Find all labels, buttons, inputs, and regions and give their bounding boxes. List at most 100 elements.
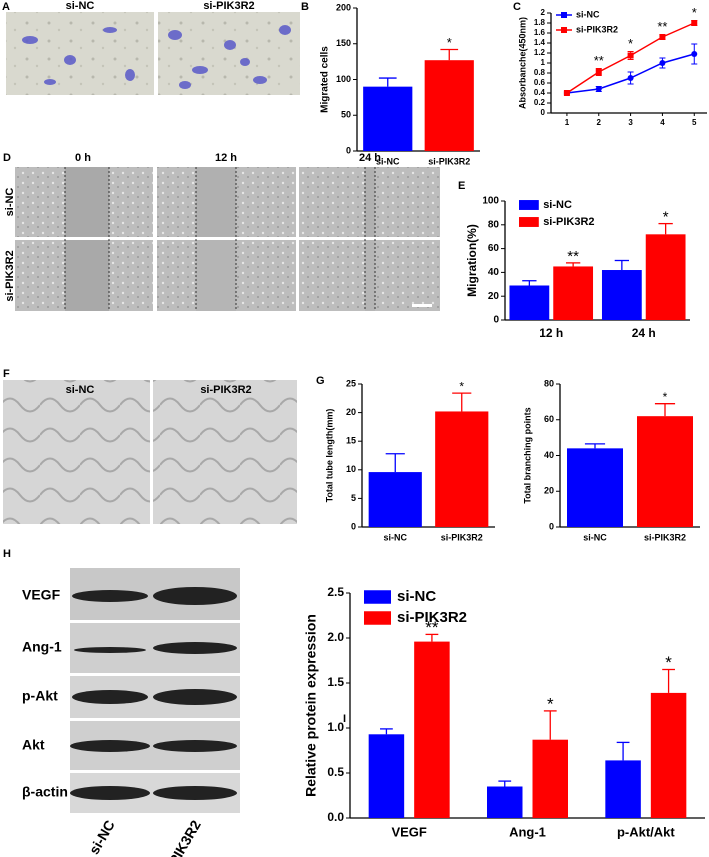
protein-label: Akt [22, 737, 45, 753]
y-tick-label: 2.0 [327, 630, 344, 644]
x-tick-label: 4 [660, 118, 665, 127]
bar [363, 86, 413, 151]
legend-label: si-PIK3R2 [576, 24, 618, 34]
bar [637, 416, 693, 527]
y-tick-label: 0 [351, 521, 356, 531]
protein-label: VEGF [22, 587, 61, 603]
marker [627, 52, 634, 59]
y-tick-label: 2.5 [327, 585, 344, 599]
micrograph [158, 12, 300, 95]
bar [553, 266, 594, 320]
bar [435, 411, 489, 527]
legend-swatch [519, 217, 539, 227]
bar [567, 448, 623, 527]
y-tick-label: 1.2 [534, 48, 546, 57]
x-tick-label: 1 [565, 118, 570, 127]
x-tick-label: si-PIK3R2 [441, 532, 483, 542]
y-axis-label: Migrated cells [320, 46, 331, 113]
panel-letter: I [343, 713, 346, 725]
lane-label: si-NC [86, 817, 118, 857]
y-tick-label: 50 [341, 110, 351, 120]
y-axis-label: Migration(%) [465, 224, 479, 297]
y-tick-label: 20 [346, 407, 356, 417]
significance: * [665, 653, 672, 672]
y-tick-label: 1.8 [534, 18, 546, 27]
bar [601, 270, 642, 320]
marker [691, 51, 698, 57]
bar [424, 60, 474, 151]
x-tick-label: si-NC [383, 532, 407, 542]
panel-letter: F [3, 368, 10, 380]
y-tick-label: 0 [493, 315, 499, 326]
tube-image [153, 380, 297, 524]
legend-label: si-NC [397, 588, 436, 605]
y-tick-label: 20 [488, 291, 500, 302]
y-tick-label: 100 [336, 74, 351, 84]
x-tick-label: VEGF [391, 824, 426, 839]
significance: ** [657, 19, 667, 34]
bar [532, 739, 568, 818]
significance: * [628, 36, 633, 51]
x-tick-label: si-NC [583, 532, 607, 542]
legend-label: si-PIK3R2 [543, 216, 594, 228]
protein-label: p-Akt [22, 688, 58, 704]
panel-letter: A [2, 1, 10, 13]
y-tick-label: 60 [544, 414, 554, 424]
y-tick-label: 0 [549, 521, 554, 531]
y-tick-label: 200 [336, 2, 351, 12]
panel-letter: G [316, 375, 325, 387]
y-tick-label: 1.6 [534, 28, 546, 37]
y-axis-label: Relative protein expression [303, 614, 319, 797]
marker [659, 34, 666, 40]
significance: ** [567, 248, 579, 265]
column-label: 24 h [359, 152, 381, 164]
marker [595, 69, 602, 75]
y-tick-label: 60 [488, 243, 500, 254]
y-tick-label: 0.5 [327, 765, 344, 779]
y-tick-label: 80 [488, 219, 500, 230]
significance: * [547, 694, 554, 713]
image-label: si-NC [66, 0, 95, 12]
panel-letter: E [458, 180, 465, 192]
x-tick-label: 24 h [632, 326, 656, 340]
marker [627, 75, 634, 81]
marker [691, 20, 698, 26]
x-tick-label: Ang-1 [509, 824, 546, 839]
y-tick-label: 5 [351, 493, 356, 503]
x-tick-label: si-PIK3R2 [644, 532, 686, 542]
stained-cells [22, 25, 291, 89]
panel-letter: D [3, 152, 11, 164]
y-tick-label: 0.0 [327, 810, 344, 824]
legend-label: si-PIK3R2 [397, 609, 467, 626]
legend-swatch [364, 611, 391, 625]
image-label: si-PIK3R2 [203, 0, 254, 12]
x-tick-label: 2 [597, 118, 602, 127]
y-tick-label: 15 [346, 436, 356, 446]
bar [650, 692, 687, 818]
y-tick-label: 0.8 [534, 68, 546, 77]
y-tick-label: 20 [544, 486, 554, 496]
y-tick-label: 100 [482, 196, 499, 207]
protein-label: β-actin [22, 784, 68, 800]
y-axis-label: Total branching points [522, 407, 532, 503]
bar [487, 786, 523, 818]
column-label: 0 h [75, 152, 91, 164]
legend-label: si-NC [543, 199, 572, 211]
bar [605, 760, 641, 818]
legend-swatch [364, 590, 391, 604]
marker [563, 90, 570, 96]
image-label: si-NC [66, 384, 95, 396]
x-tick-label: 12 h [539, 326, 563, 340]
y-tick-label: 25 [346, 378, 356, 388]
significance: * [459, 379, 464, 393]
legend-label: si-NC [576, 9, 600, 19]
micrograph [6, 12, 154, 95]
y-tick-label: 0.6 [534, 78, 546, 87]
y-tick-label: 1.0 [327, 720, 344, 734]
x-tick-label: si-PIK3R2 [428, 156, 470, 166]
x-tick-label: p-Akt/Akt [617, 824, 675, 839]
significance: * [692, 5, 697, 20]
panel-letter: H [3, 548, 11, 560]
y-tick-label: 1.4 [534, 38, 546, 47]
